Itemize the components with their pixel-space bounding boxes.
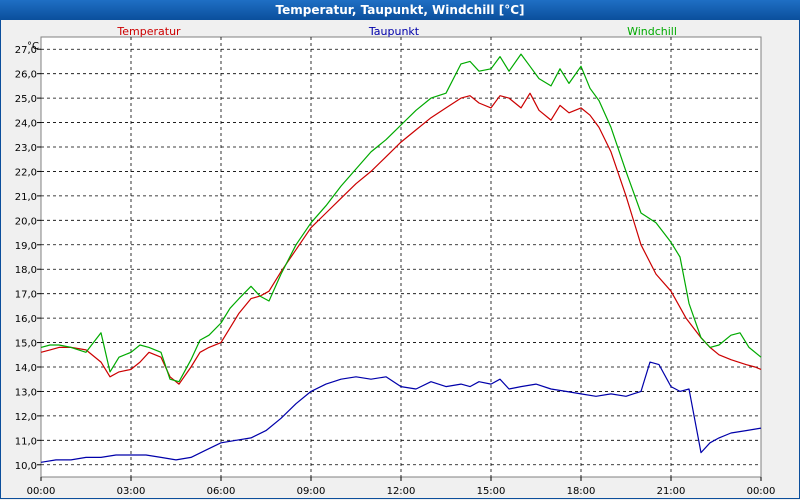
y-tick-label: 26,0 <box>15 70 37 81</box>
window-title: Temperatur, Taupunkt, Windchill [°C] <box>0 0 800 20</box>
series-lines <box>40 53 762 463</box>
chart-frame: 10,0 11,0 12,0 13,0 14,0 15,0 16,0 17,0 18,0 19,0… <box>0 20 800 499</box>
y-tick-label: 15,0 <box>15 339 37 350</box>
y-tick-label: 18,0 <box>15 265 37 276</box>
y-tick-label: 25,0 <box>15 94 37 105</box>
y-tick-label: 14,0 <box>15 363 37 374</box>
x-tick-time-label: 15:00 <box>477 486 506 497</box>
y-tick-label: 16,0 <box>15 314 37 325</box>
y-tick-label: 10,0 <box>15 461 37 472</box>
legend-entry-taupunkt: Taupunkt <box>368 25 420 38</box>
y-tick-label: 13,0 <box>15 387 37 398</box>
y-axis-unit-label: °C <box>27 41 39 52</box>
y-tick-label: 17,0 <box>15 290 37 301</box>
x-tick-time-label: 18:00 <box>567 486 596 497</box>
x-axis: 00:0001.07.1303:0001.07.1306:0001.07.130… <box>27 477 776 497</box>
y-tick-label: 23,0 <box>15 143 37 154</box>
x-tick-time-label: 12:00 <box>387 486 416 497</box>
series-line-taupunkt <box>40 361 762 463</box>
series-line-windchill <box>40 53 762 383</box>
y-axis: 10,0 11,0 12,0 13,0 14,0 15,0 16,0 17,0 18,0 19,0… <box>15 45 41 472</box>
y-tick-label: 20,0 <box>15 216 37 227</box>
x-tick-time-label: 09:00 <box>297 486 326 497</box>
chart-canvas: 10,0 11,0 12,0 13,0 14,0 15,0 16,0 17,0 18,0 19,0… <box>15 25 776 497</box>
legend: Temperatur Taupunkt Windchill <box>116 25 677 38</box>
series-line-temperatur <box>40 92 762 385</box>
y-tick-label: 27,0 <box>15 45 37 56</box>
x-tick-time-label: 03:00 <box>117 486 146 497</box>
y-tick-label: 11,0 <box>15 436 37 447</box>
x-tick-time-label: 00:00 <box>27 486 56 497</box>
legend-entry-windchill: Windchill <box>627 25 677 38</box>
x-tick-time-label: 21:00 <box>657 486 686 497</box>
legend-entry-temperatur: Temperatur <box>116 25 181 38</box>
y-tick-label: 12,0 <box>15 412 37 423</box>
y-tick-label: 19,0 <box>15 241 37 252</box>
x-tick-time-label: 06:00 <box>207 486 236 497</box>
y-tick-label: 24,0 <box>15 119 37 130</box>
grid-lines <box>41 37 761 477</box>
y-tick-label: 22,0 <box>15 167 37 178</box>
y-tick-label: 21,0 <box>15 192 37 203</box>
x-tick-time-label: 00:00 <box>747 486 776 497</box>
